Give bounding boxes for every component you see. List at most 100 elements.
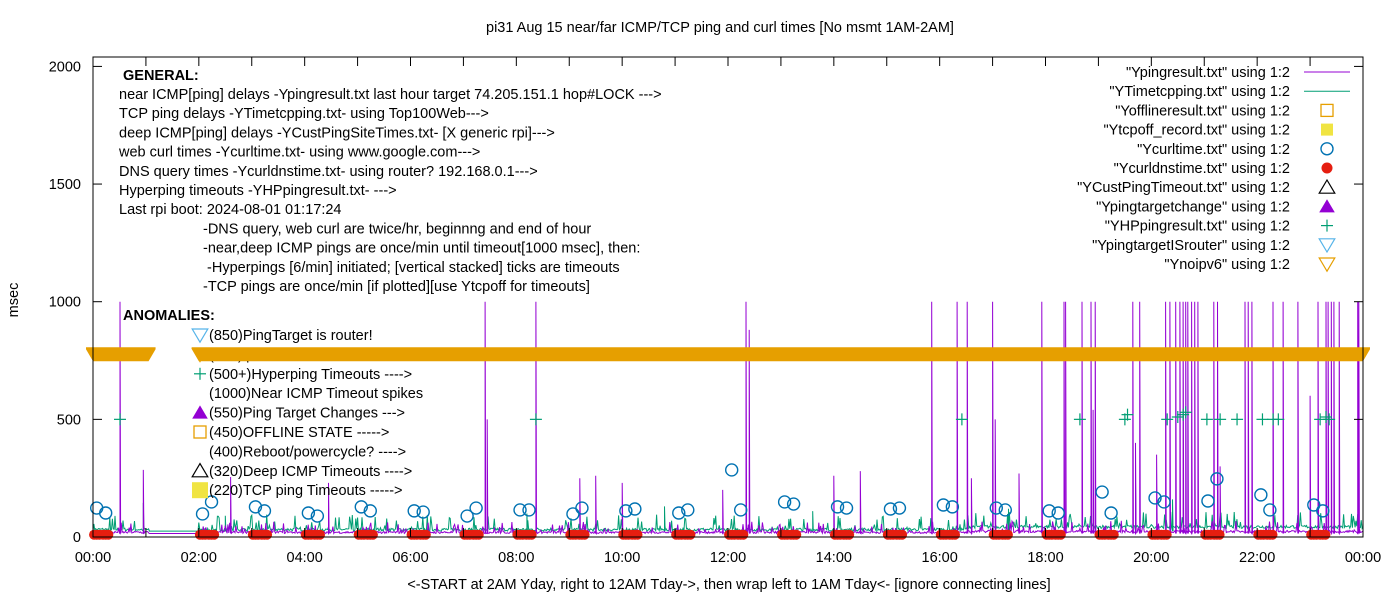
curl-time-point xyxy=(830,500,845,514)
y-tick-label: 2000 xyxy=(49,59,81,75)
hyperping-timeout-point xyxy=(1323,413,1336,426)
hyperping-timeout-point xyxy=(529,413,542,426)
curl-time-point xyxy=(248,500,263,514)
legend-marker xyxy=(1321,219,1333,232)
curl-time-point xyxy=(883,502,898,516)
curl-time-point xyxy=(681,503,695,517)
hyperping-timeout-point xyxy=(1200,413,1213,426)
curl-time-point xyxy=(628,502,642,516)
legend-label: "Ycurldnstime.txt" using 1:2 xyxy=(1114,161,1290,177)
hyperping-timeout-point xyxy=(1214,413,1227,426)
general-heading: GENERAL: xyxy=(123,68,199,84)
y-tick-label: 1500 xyxy=(49,177,81,193)
x-tick-label: 06:00 xyxy=(392,550,428,566)
dns-time-point xyxy=(950,529,961,540)
curl-time-point xyxy=(786,497,801,511)
hyperping-timeout-point xyxy=(113,413,126,426)
hyperping-timeout-point xyxy=(1171,411,1184,423)
curl-time-point xyxy=(513,503,527,517)
y-axis-label: msec xyxy=(6,283,22,318)
general-line: Last rpi boot: 2024-08-01 01:17:24 xyxy=(119,202,342,218)
noipv6-range xyxy=(86,347,156,362)
hyperping-timeout-point xyxy=(1121,408,1134,421)
curl-time-point xyxy=(416,505,430,519)
legend-marker xyxy=(1320,103,1334,118)
curl-time-point xyxy=(1316,504,1330,518)
x-tick-label: 14:00 xyxy=(816,550,852,566)
legend-marker xyxy=(1318,238,1336,254)
curl-time-point xyxy=(1095,485,1109,499)
noipv6-range xyxy=(191,347,1370,362)
x-tick-label: 08:00 xyxy=(498,550,534,566)
general-line: near ICMP[ping] delays -Ypingresult.txt … xyxy=(119,87,662,103)
curl-time-point xyxy=(98,506,113,520)
hyperping-timeout-point xyxy=(1179,406,1192,419)
anomaly-line: (550)Ping Target Changes ---> xyxy=(209,406,405,422)
anomaly-line: (220)TCP ping Timeouts -----> xyxy=(209,483,403,499)
legend-label: "YpingtargetISrouter" using 1:2 xyxy=(1092,238,1290,254)
legend-label: "Yofflineresult.txt" using 1:2 xyxy=(1115,103,1290,119)
hyperping-timeout-point xyxy=(1073,413,1086,426)
anomaly-marker xyxy=(193,425,207,439)
dns-time-point xyxy=(526,529,537,540)
hyperping-timeout-point xyxy=(1256,413,1269,426)
curl-time-point xyxy=(1051,506,1065,520)
curl-time-point xyxy=(989,501,1003,515)
curl-time-point xyxy=(892,501,907,515)
hyperping-timeout-point xyxy=(955,413,968,426)
dns-time-point xyxy=(897,529,908,540)
dns-time-point xyxy=(632,529,643,540)
curl-time-point xyxy=(407,504,421,518)
dns-time-point xyxy=(262,529,273,540)
dns-time-point xyxy=(1161,529,1172,540)
x-tick-label: 22:00 xyxy=(1239,550,1275,566)
curl-time-point xyxy=(1263,503,1277,517)
anomaly-marker xyxy=(191,328,209,344)
curl-time-point xyxy=(301,506,316,520)
general-line: TCP ping delays -YTimetcpping.txt- using… xyxy=(119,106,489,122)
curl-time-point xyxy=(936,498,951,512)
legend-marker xyxy=(1320,142,1334,156)
curl-time-point xyxy=(945,500,960,514)
curl-time-point xyxy=(575,501,589,515)
legend-label: "Ypingtargetchange" using 1:2 xyxy=(1096,199,1290,215)
anomaly-marker xyxy=(191,462,209,478)
x-tick-label: 20:00 xyxy=(1133,550,1169,566)
x-tick-label: 00:00 xyxy=(1345,550,1381,566)
note-line: -DNS query, web curl are twice/hr, begin… xyxy=(203,222,591,238)
anomaly-line: (500+)Hyperping Timeouts ----> xyxy=(209,367,412,383)
legend-label: "YTimetcpping.txt" using 1:2 xyxy=(1109,84,1290,100)
annotations: GENERAL: near ICMP[ping] delays -Ypingres… xyxy=(118,68,662,499)
x-axis-label: <-START at 2AM Yday, right to 12AM Tday-… xyxy=(407,577,1050,593)
x-tick-label: 18:00 xyxy=(1027,550,1063,566)
dns-time-point xyxy=(738,529,749,540)
dns-time-point xyxy=(473,529,484,540)
dns-time-point xyxy=(1320,529,1331,540)
x-tick-label: 12:00 xyxy=(710,550,746,566)
anomaly-marker xyxy=(194,367,206,380)
legend-label: "Ytcpoff_record.txt" using 1:2 xyxy=(1103,123,1290,139)
dns-time-point xyxy=(1002,529,1013,540)
hyperping-timeout-point xyxy=(1319,411,1332,423)
dns-time-point xyxy=(1267,529,1278,540)
x-tick-label: 10:00 xyxy=(604,550,640,566)
dns-time-point xyxy=(103,529,114,540)
curl-time-point xyxy=(204,495,219,509)
dns-time-point xyxy=(315,529,326,540)
dns-time-point xyxy=(1055,529,1066,540)
legend-label: "Ypingresult.txt" using 1:2 xyxy=(1126,65,1290,81)
curl-time-point xyxy=(460,509,474,523)
anomaly-line: (320)Deep ICMP Timeouts ----> xyxy=(209,464,412,480)
curl-time-point xyxy=(734,503,748,517)
general-line: Hyperping timeouts -YHPpingresult.txt- -… xyxy=(119,183,397,199)
dns-time-point xyxy=(579,529,590,540)
anomaly-marker xyxy=(192,482,208,499)
curl-time-point xyxy=(1254,488,1268,502)
curl-time-point xyxy=(998,503,1012,517)
x-tick-label: 02:00 xyxy=(181,550,217,566)
curl-time-point xyxy=(777,495,792,509)
hyperping-timeout-point xyxy=(1161,413,1174,426)
general-line: deep ICMP[ping] delays -YCustPingSiteTim… xyxy=(119,125,555,141)
dns-time-point xyxy=(420,529,431,540)
